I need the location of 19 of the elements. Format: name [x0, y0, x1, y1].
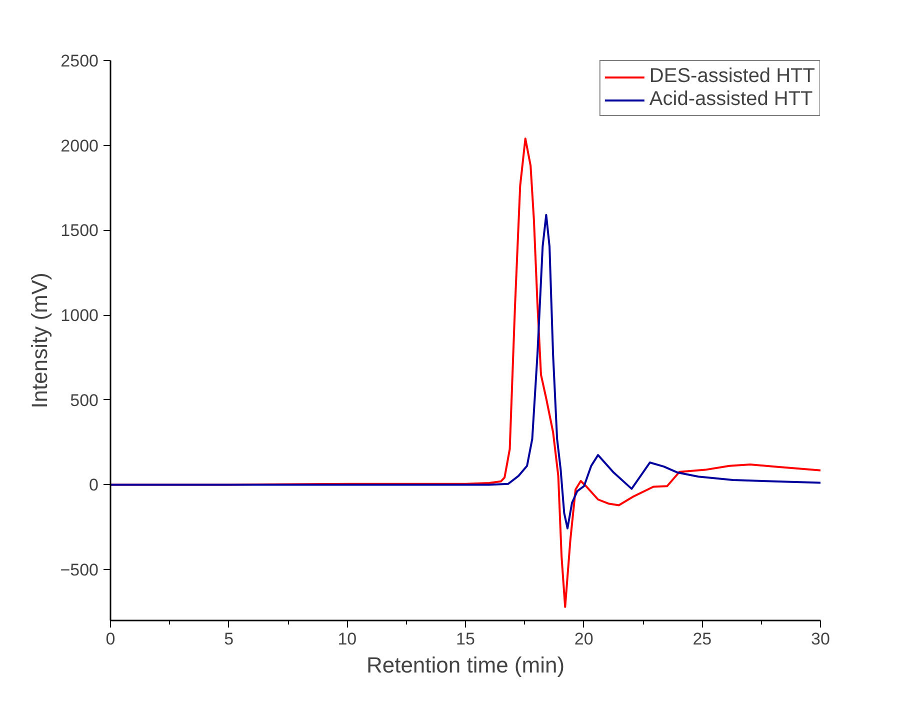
legend-label: DES-assisted HTT — [649, 65, 815, 88]
x-tick-label: 30 — [811, 630, 830, 648]
x-axis-title: Retention time (min) — [366, 652, 565, 678]
y-tick-label: −500 — [60, 560, 99, 580]
x-tick-label: 5 — [224, 630, 234, 648]
x-tick-label: 10 — [338, 630, 357, 648]
x-tick-label: 25 — [692, 630, 712, 648]
legend-label: Acid-assisted HTT — [649, 88, 813, 111]
y-tick-label: 1500 — [60, 221, 99, 240]
x-tick-label: 15 — [456, 630, 475, 648]
line-series — [110, 214, 820, 530]
x-tick-label: 0 — [106, 630, 116, 648]
y-tick-label: 0 — [89, 476, 99, 495]
y-tick-label: 2500 — [60, 52, 99, 70]
y-axis-title: Intensity (mV) — [27, 272, 52, 408]
x-tick-label: 20 — [574, 630, 594, 648]
y-tick-label: 500 — [70, 390, 99, 410]
y-tick-label: 2000 — [60, 136, 99, 156]
y-tick-label: 1000 — [60, 306, 99, 326]
